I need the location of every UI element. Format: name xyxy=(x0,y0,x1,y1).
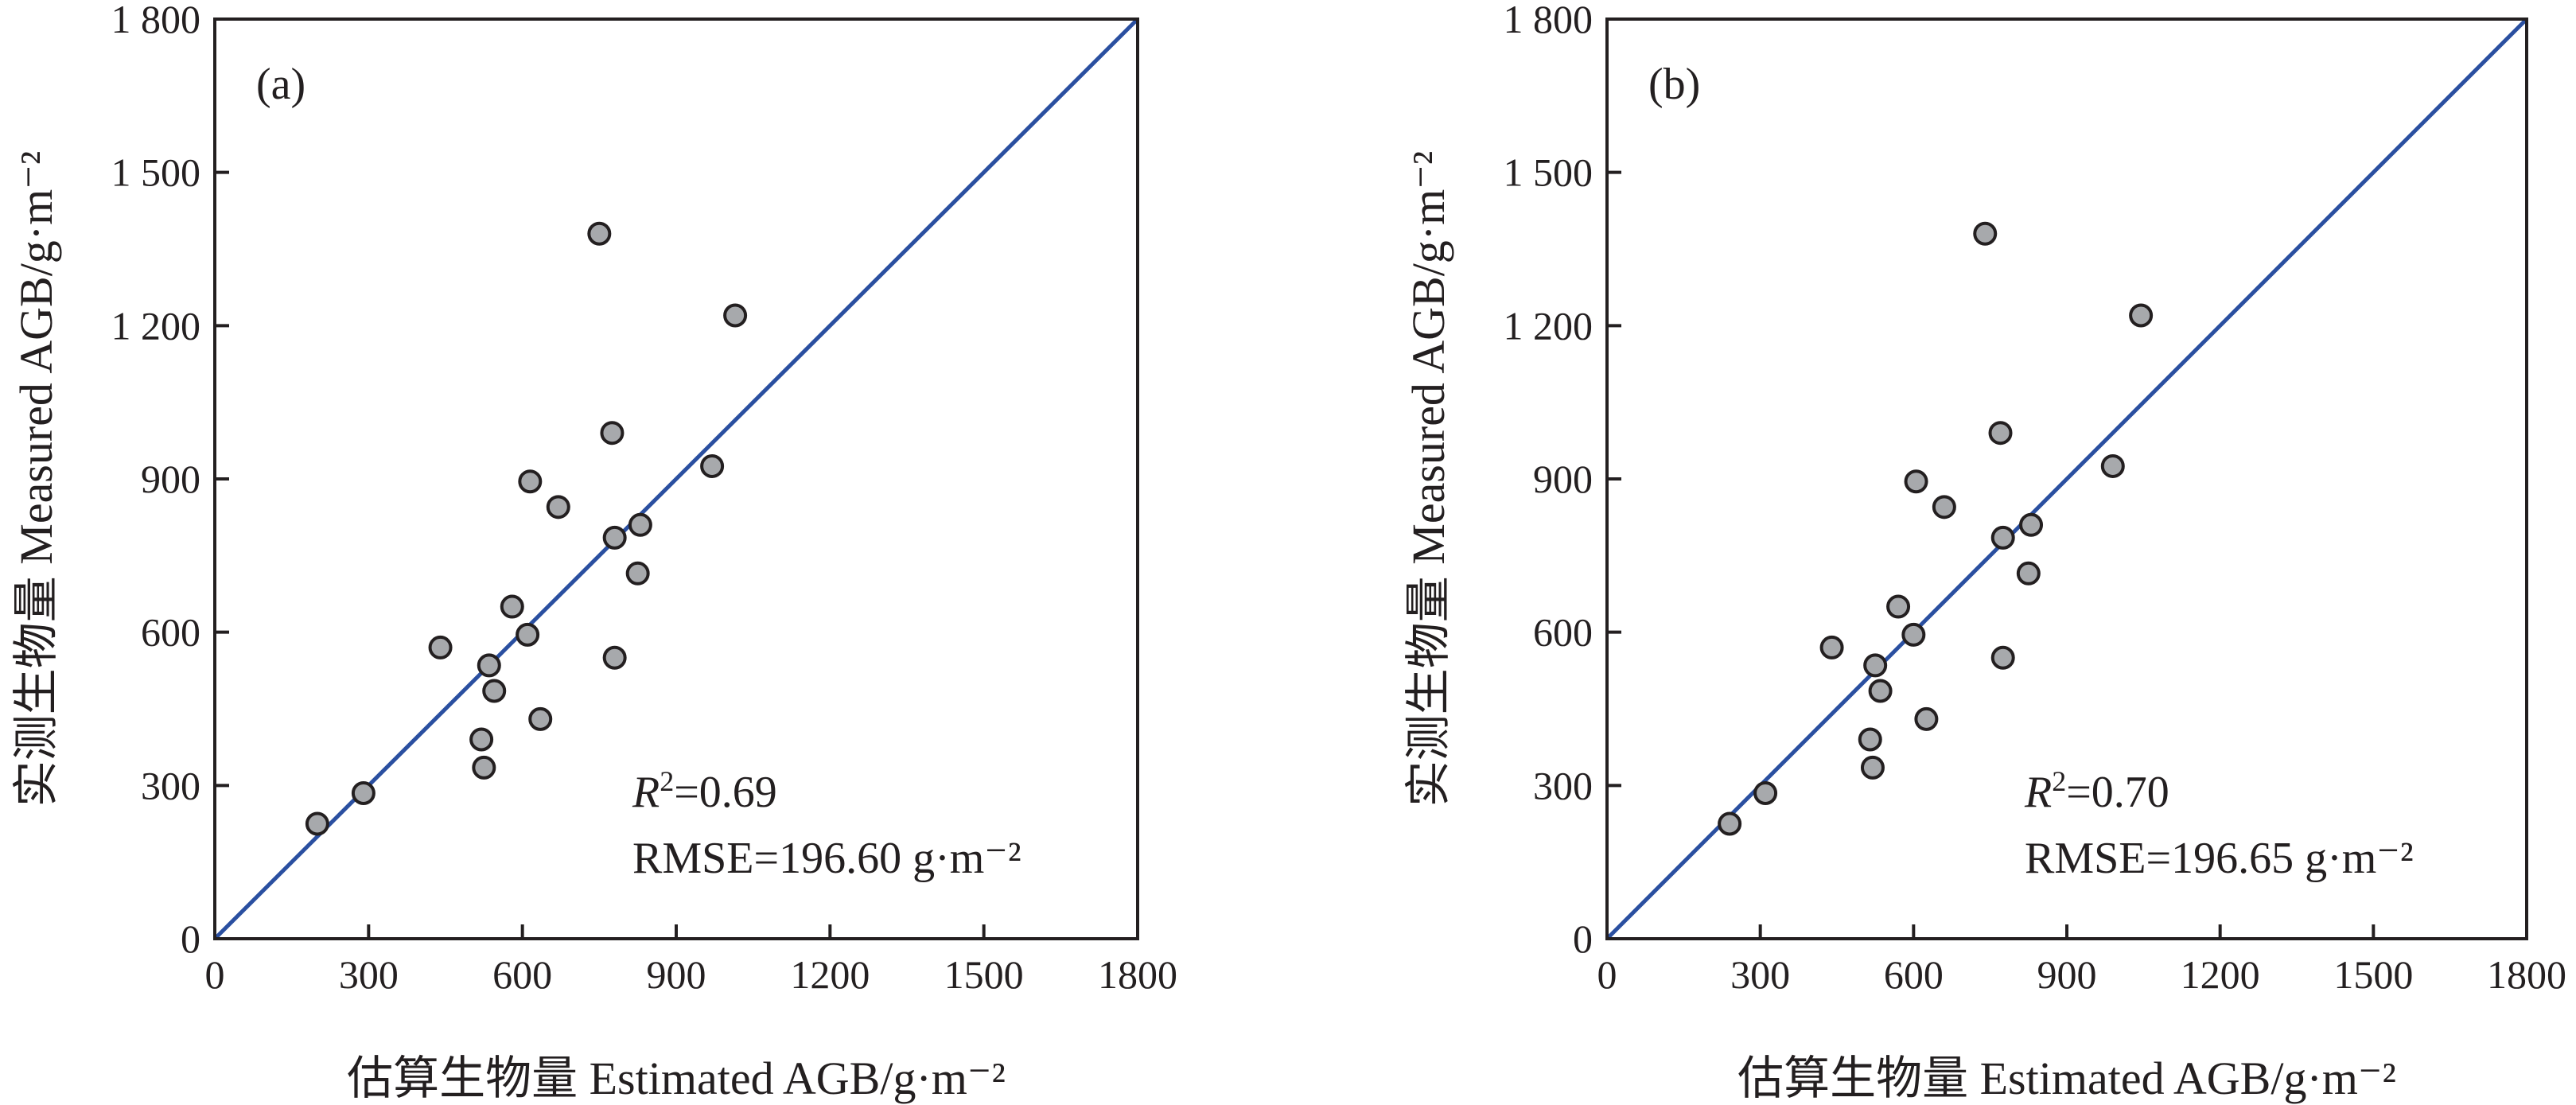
y-tick-label: 900 xyxy=(141,457,200,501)
y-tick-label: 1 200 xyxy=(111,303,201,348)
x-axis-title: 估算生物量 Estimated AGB/g·m⁻² xyxy=(1737,1052,2396,1104)
data-point xyxy=(1753,780,1778,805)
data-point xyxy=(1914,706,1939,731)
rmse-label: RMSE=196.60 g·m⁻² xyxy=(632,834,1021,883)
data-point xyxy=(528,706,553,731)
y-axis-title: 实测生物量 Measured AGB/g·m⁻² xyxy=(10,151,62,807)
y-tick-label: 600 xyxy=(1533,610,1593,655)
data-point xyxy=(628,512,652,537)
data-point xyxy=(305,811,329,836)
data-point xyxy=(700,453,725,478)
data-point xyxy=(516,622,540,647)
r-squared-label: R2=0.70 xyxy=(2024,765,2169,817)
x-tick-label: 600 xyxy=(492,952,552,997)
data-point xyxy=(600,421,625,446)
y-tick-label: 1 800 xyxy=(1504,0,1593,41)
y-tick-label: 1 800 xyxy=(111,0,201,41)
y-tick-label: 1 500 xyxy=(111,150,201,195)
data-point xyxy=(1990,645,2015,670)
data-point xyxy=(351,780,376,805)
panel-label: (a) xyxy=(256,60,305,109)
data-point xyxy=(602,645,627,670)
data-point xyxy=(500,594,524,619)
data-point xyxy=(723,303,748,328)
data-point xyxy=(625,561,650,586)
y-tick-label: 300 xyxy=(1533,763,1593,807)
data-point xyxy=(1886,594,1911,619)
x-tick-label: 900 xyxy=(647,952,706,997)
data-point xyxy=(1860,755,1885,780)
data-point xyxy=(546,495,570,519)
x-tick-label: 1800 xyxy=(1098,952,1177,997)
x-tick-label: 1800 xyxy=(2487,952,2566,997)
data-point xyxy=(1863,653,1888,678)
data-point xyxy=(1858,727,1882,752)
x-tick-label: 600 xyxy=(1884,952,1944,997)
x-tick-label: 0 xyxy=(205,952,225,997)
data-point xyxy=(477,653,501,678)
x-tick-label: 300 xyxy=(1730,952,1790,997)
data-point xyxy=(2016,561,2041,586)
data-point xyxy=(1819,635,1844,659)
data-point xyxy=(472,755,496,780)
data-point xyxy=(1868,679,1893,703)
x-tick-label: 300 xyxy=(339,952,399,997)
y-tick-label: 900 xyxy=(1533,457,1593,501)
data-point xyxy=(2100,453,2125,478)
data-point xyxy=(428,635,453,659)
x-tick-label: 1500 xyxy=(944,952,1024,997)
x-tick-label: 1200 xyxy=(2181,952,2260,997)
data-point xyxy=(2019,512,2044,537)
y-tick-label: 300 xyxy=(141,763,200,807)
x-axis-title: 估算生物量 Estimated AGB/g·m⁻² xyxy=(347,1052,1006,1104)
x-tick-label: 0 xyxy=(1597,952,1617,997)
data-point xyxy=(469,727,494,752)
y-tick-label: 1 500 xyxy=(1504,150,1593,195)
x-tick-label: 1500 xyxy=(2333,952,2413,997)
x-tick-label: 900 xyxy=(2037,952,2097,997)
x-tick-label: 1200 xyxy=(790,952,870,997)
data-point xyxy=(1988,421,2013,446)
data-point xyxy=(602,525,627,550)
r-squared-label: R2=0.69 xyxy=(632,765,777,817)
data-point xyxy=(1904,469,1928,494)
data-point xyxy=(587,221,612,246)
data-point xyxy=(482,679,507,703)
data-point xyxy=(1901,622,1926,647)
y-axis-title: 实测生物量 Measured AGB/g·m⁻² xyxy=(1403,151,1454,807)
data-point xyxy=(1718,811,1742,836)
data-point xyxy=(518,469,543,494)
data-point xyxy=(2129,303,2154,328)
data-point xyxy=(1932,495,1956,519)
rmse-label: RMSE=196.65 g·m⁻² xyxy=(2025,834,2414,883)
panel-label: (b) xyxy=(1648,60,1700,109)
y-tick-label: 600 xyxy=(141,610,200,655)
y-tick-label: 0 xyxy=(181,916,200,961)
y-tick-label: 0 xyxy=(1573,916,1593,961)
data-point xyxy=(1973,221,1998,246)
y-tick-label: 1 200 xyxy=(1504,303,1593,348)
data-point xyxy=(1990,525,2015,550)
